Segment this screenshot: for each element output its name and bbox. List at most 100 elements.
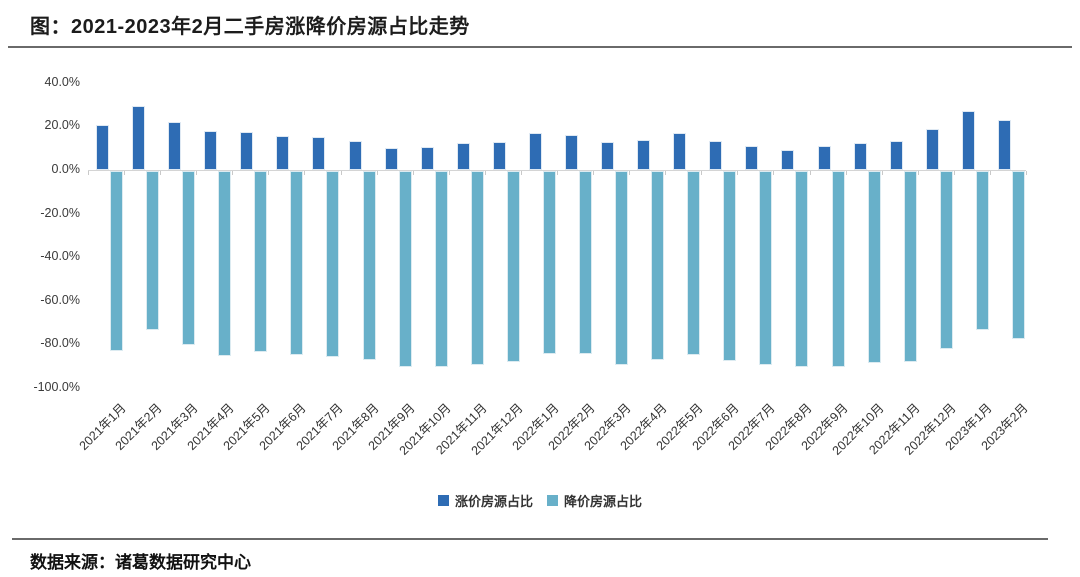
data-source-text: 数据来源：诸葛数据研究中心 bbox=[30, 553, 251, 572]
bar-price-increase bbox=[817, 146, 831, 170]
chart-title: 图：2021-2023年2月二手房涨降价房源占比走势 bbox=[30, 16, 470, 38]
axis-tick bbox=[88, 171, 89, 175]
bar-price-increase bbox=[276, 136, 290, 170]
title-divider-line bbox=[8, 46, 1072, 48]
y-axis-tick-label: 40.0% bbox=[44, 74, 80, 89]
bar-price-increase bbox=[204, 131, 218, 170]
bar-price-decrease bbox=[1011, 171, 1025, 339]
axis-tick bbox=[773, 171, 775, 175]
bar-price-decrease bbox=[398, 171, 412, 368]
bar-price-decrease bbox=[110, 171, 123, 352]
bar-price-decrease bbox=[506, 171, 520, 363]
y-axis-tick-label: -40.0% bbox=[40, 249, 80, 264]
y-axis-tick-label: 20.0% bbox=[44, 118, 80, 133]
bar-chart: 40.0% 20.0% 0.0% -20.0% -40.0% -60.0% -80.0% -1… bbox=[33, 74, 1030, 458]
bar-price-increase bbox=[997, 120, 1011, 170]
bar-price-decrease bbox=[615, 171, 629, 366]
axis-tick bbox=[953, 171, 955, 175]
y-axis-tick-label: -80.0% bbox=[40, 336, 80, 351]
chart-legend: 涨价房源占比 降价房源占比 bbox=[0, 491, 1080, 510]
y-axis-tick-label: -60.0% bbox=[40, 292, 80, 307]
y-axis-tick-label: -100.0% bbox=[33, 379, 80, 394]
bar-price-decrease bbox=[182, 171, 196, 345]
axis-tick bbox=[665, 171, 667, 175]
bar-price-decrease bbox=[470, 171, 484, 365]
axis-tick bbox=[124, 171, 126, 175]
axis-tick bbox=[737, 171, 739, 175]
axis-tick bbox=[412, 171, 414, 175]
legend-swatch-blue bbox=[437, 495, 449, 506]
bar-price-decrease bbox=[903, 171, 917, 363]
axis-tick bbox=[557, 171, 558, 175]
axis-tick bbox=[232, 171, 234, 175]
bar-price-increase bbox=[528, 132, 542, 170]
x-axis-line bbox=[88, 170, 1026, 171]
bar-price-increase bbox=[925, 129, 939, 170]
axis-tick bbox=[701, 171, 703, 175]
axis-tick bbox=[160, 171, 162, 175]
bar-price-decrease bbox=[831, 171, 845, 367]
legend-item-up: 涨价房源占比 bbox=[437, 491, 533, 510]
bar-price-increase bbox=[240, 132, 254, 170]
bar-price-decrease bbox=[651, 171, 665, 361]
bar-price-decrease bbox=[867, 171, 881, 364]
y-axis-tick-label: -20.0% bbox=[40, 205, 80, 220]
bar-price-decrease bbox=[542, 171, 556, 355]
bar-price-increase bbox=[132, 105, 146, 170]
axis-tick bbox=[376, 171, 378, 175]
bar-price-decrease bbox=[362, 171, 376, 361]
axis-tick bbox=[268, 171, 270, 175]
bar-price-increase bbox=[312, 137, 326, 170]
axis-tick bbox=[809, 171, 811, 175]
axis-tick bbox=[484, 171, 486, 175]
axis-tick bbox=[448, 171, 450, 175]
bar-price-decrease bbox=[975, 171, 989, 330]
bar-price-increase bbox=[601, 142, 615, 170]
bar-price-increase bbox=[961, 110, 975, 170]
axis-tick bbox=[340, 171, 342, 175]
axis-tick bbox=[593, 171, 595, 175]
bar-price-decrease bbox=[218, 171, 232, 356]
axis-tick bbox=[917, 171, 919, 175]
axis-tick bbox=[629, 171, 631, 175]
bar-price-decrease bbox=[795, 171, 809, 368]
legend-item-down: 降价房源占比 bbox=[547, 491, 642, 510]
bar-price-decrease bbox=[723, 171, 737, 361]
bar-price-decrease bbox=[687, 171, 701, 356]
axis-tick bbox=[1026, 171, 1027, 175]
bar-price-decrease bbox=[939, 171, 953, 349]
footer-divider-line bbox=[12, 538, 1048, 540]
bar-price-decrease bbox=[579, 171, 592, 354]
legend-label: 降价房源占比 bbox=[564, 494, 643, 509]
bar-price-increase bbox=[492, 142, 506, 170]
bar-price-increase bbox=[709, 141, 723, 170]
y-axis-tick-label: 0.0% bbox=[51, 162, 81, 176]
bar-price-increase bbox=[456, 142, 470, 170]
legend-swatch-teal bbox=[547, 495, 558, 506]
bar-price-increase bbox=[673, 132, 687, 170]
axis-tick bbox=[845, 171, 847, 175]
bar-price-decrease bbox=[434, 171, 448, 367]
bar-price-increase bbox=[420, 146, 434, 170]
bar-price-decrease bbox=[254, 171, 268, 353]
axis-tick bbox=[989, 171, 991, 175]
bar-price-increase bbox=[745, 146, 759, 170]
bar-price-decrease bbox=[146, 171, 160, 330]
bar-price-increase bbox=[637, 139, 651, 170]
bar-price-increase bbox=[168, 122, 182, 170]
bar-price-increase bbox=[889, 141, 903, 170]
bar-price-increase bbox=[384, 148, 398, 170]
bar-price-increase bbox=[781, 149, 795, 170]
axis-tick bbox=[520, 171, 522, 175]
axis-tick bbox=[881, 171, 883, 175]
bar-price-increase bbox=[853, 142, 867, 170]
legend-label: 涨价房源占比 bbox=[454, 494, 533, 509]
bar-price-decrease bbox=[326, 171, 340, 358]
axis-tick bbox=[304, 171, 306, 175]
bar-price-increase bbox=[565, 134, 578, 170]
bar-price-decrease bbox=[759, 171, 773, 365]
bar-price-decrease bbox=[290, 171, 304, 355]
bar-price-increase bbox=[348, 141, 362, 170]
axis-tick bbox=[196, 171, 198, 175]
